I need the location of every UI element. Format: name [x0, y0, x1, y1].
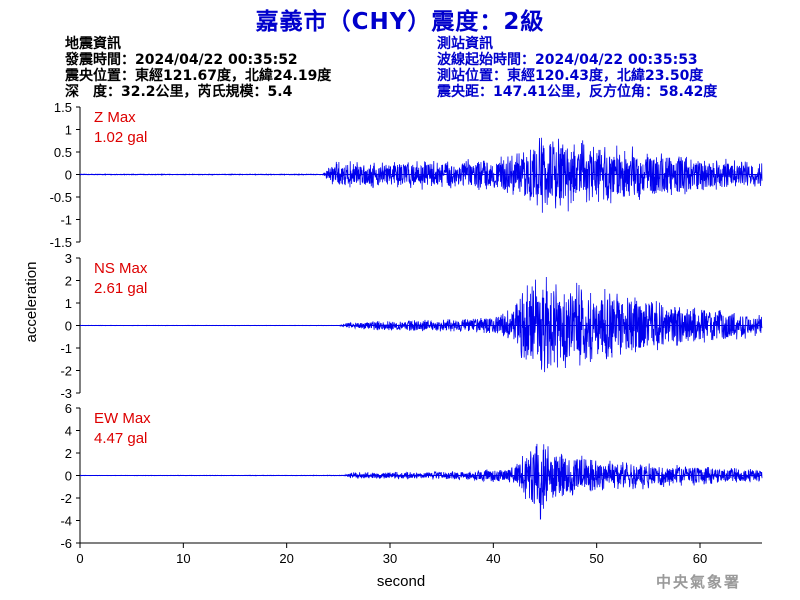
NS-y-tick-label: 2	[65, 274, 72, 289]
NS-y-tick-label: -1	[60, 341, 72, 356]
EW-y-tick-label: -2	[60, 491, 72, 506]
EW-y-tick-label: 4	[65, 424, 72, 439]
x-tick-label: 40	[486, 551, 500, 566]
epicenter-location: 震央位置：東經121.67度，北緯24.19度	[65, 68, 332, 84]
station-info-heading: 測站資訊	[437, 36, 493, 52]
Z-max-label: Z Max	[94, 109, 136, 126]
NS-y-tick-label: 1	[65, 296, 72, 311]
x-tick-label: 30	[383, 551, 397, 566]
Z-y-tick-label: 0	[65, 168, 72, 183]
EW-max-value: 4.47 gal	[94, 430, 147, 447]
Z-y-tick-label: 1	[65, 123, 72, 138]
EW-y-tick-label: 2	[65, 446, 72, 461]
NS-y-tick-label: 3	[65, 251, 72, 266]
Z-max-value: 1.02 gal	[94, 129, 147, 146]
depth-magnitude: 深 度：32.2公里，芮氏規模：5.4	[65, 84, 293, 100]
epicentral-distance: 震央距：147.41公里，反方位角：58.42度	[437, 84, 718, 100]
chart-title: 嘉義市（CHY）震度：2級	[255, 9, 545, 35]
NS-y-tick-label: 0	[65, 319, 72, 334]
station-info-block: 測站資訊 波線起始時間：2024/04/22 00:35:53 測站位置：東經120…	[437, 36, 717, 100]
EW-y-tick-label: -4	[60, 514, 72, 529]
NS-y-tick-label: -2	[60, 364, 72, 379]
EW-y-tick-label: 0	[65, 469, 72, 484]
Z-y-tick-label: -1	[60, 213, 72, 228]
NS-max-value: 2.61 gal	[94, 280, 147, 297]
Z-y-tick-label: -1.5	[50, 235, 72, 250]
event-info-block: 地震資訊 發震時間：2024/04/22 00:35:52 震央位置：東經121.6…	[65, 36, 331, 100]
NS-waveform-trace	[79, 277, 763, 373]
x-tick-label: 60	[693, 551, 707, 566]
x-tick-label: 50	[589, 551, 603, 566]
Z-waveform-trace	[79, 137, 763, 213]
wave-onset-time: 波線起始時間：2024/04/22 00:35:53	[437, 52, 698, 68]
event-info-heading: 地震資訊	[65, 36, 121, 52]
x-tick-label: 20	[279, 551, 293, 566]
Z-y-tick-label: -0.5	[50, 190, 72, 205]
NS-max-label: NS Max	[94, 260, 148, 277]
origin-time: 發震時間：2024/04/22 00:35:52	[65, 52, 298, 68]
EW-waveform-trace	[79, 443, 763, 520]
y-axis-label: acceleration	[23, 262, 40, 343]
EW-y-tick-label: -6	[60, 536, 72, 551]
x-tick-label: 10	[176, 551, 190, 566]
Z-y-tick-label: 1.5	[54, 100, 72, 115]
agency-watermark: 中央氣象署	[656, 573, 742, 591]
x-tick-label: 0	[76, 551, 83, 566]
x-axis-label: second	[377, 573, 425, 590]
Z-y-tick-label: 0.5	[54, 145, 72, 160]
EW-y-tick-label: 6	[65, 401, 72, 416]
NS-y-tick-label: -3	[60, 386, 72, 401]
EW-max-label: EW Max	[94, 410, 151, 427]
station-location: 測站位置：東經120.43度，北緯23.50度	[437, 68, 704, 84]
